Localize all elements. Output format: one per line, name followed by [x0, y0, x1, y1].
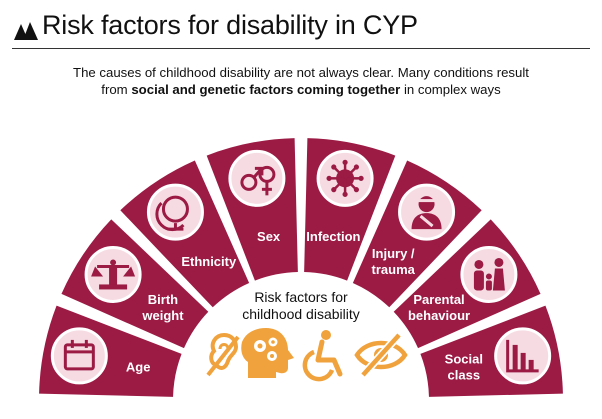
bar-chart-icon [506, 339, 539, 373]
segment-social-class-label: Social [445, 352, 483, 367]
segment-parental-behaviour-label: behaviour [408, 308, 470, 323]
center-title-line-1: Risk factors for [254, 289, 348, 305]
segment-age-label: Age [126, 360, 151, 375]
center-title-line-2: childhood disability [242, 306, 360, 322]
intro-line-1: The causes of childhood disability are n… [73, 65, 529, 80]
segment-sex-icon-badge [228, 149, 286, 207]
gender-symbols-icon [240, 165, 276, 196]
segment-sex-label: Sex [257, 229, 281, 244]
brain-gears-icon [241, 328, 294, 378]
virus-icon [326, 159, 364, 197]
wheelchair-icon [302, 330, 343, 382]
segment-ethnicity: Ethnicity [120, 160, 250, 308]
mountain-logo-icon [14, 22, 38, 40]
segment-injury-trauma-label: Injury / [372, 246, 415, 261]
segment-parental-behaviour-label: Parental [413, 292, 464, 307]
segment-social-class-label: class [448, 368, 481, 383]
page-title: Risk factors for disability in CYP [42, 10, 418, 40]
segment-birth-weight-label: Birth [148, 292, 178, 307]
eye-crossed-icon [354, 332, 408, 378]
segment-infection: Infection [304, 138, 396, 281]
globe-icon [155, 195, 189, 232]
intro-line-2-suffix: in complex ways [400, 82, 501, 97]
segment-infection-label: Infection [306, 229, 360, 244]
segment-birth-weight-label: weight [141, 308, 184, 323]
segment-age-icon-badge [50, 327, 108, 385]
segment-injury-trauma: Injury /trauma [352, 160, 482, 308]
intro-text: The causes of childhood disability are n… [20, 64, 582, 98]
intro-line-2-bold: social and genetic factors coming togeth… [131, 82, 401, 97]
calendar-icon [63, 339, 95, 371]
segment-sex: Sex [206, 138, 298, 281]
segment-age: Age [39, 305, 182, 397]
header-divider [12, 48, 590, 49]
segment-ethnicity-label: Ethnicity [181, 254, 237, 269]
intro-line-2: from social and genetic factors coming t… [20, 81, 582, 98]
hearing-impaired-icon [206, 332, 240, 377]
segment-injury-trauma-label: trauma [372, 262, 416, 277]
scale-icon [91, 259, 136, 290]
family-icon [473, 257, 505, 291]
bandaged-person-icon [411, 196, 442, 230]
intro-line-2-prefix: from [101, 82, 132, 97]
center-layer: Risk factors for childhood disability [206, 289, 408, 382]
header: Risk factors for disability in CYP [12, 8, 592, 48]
